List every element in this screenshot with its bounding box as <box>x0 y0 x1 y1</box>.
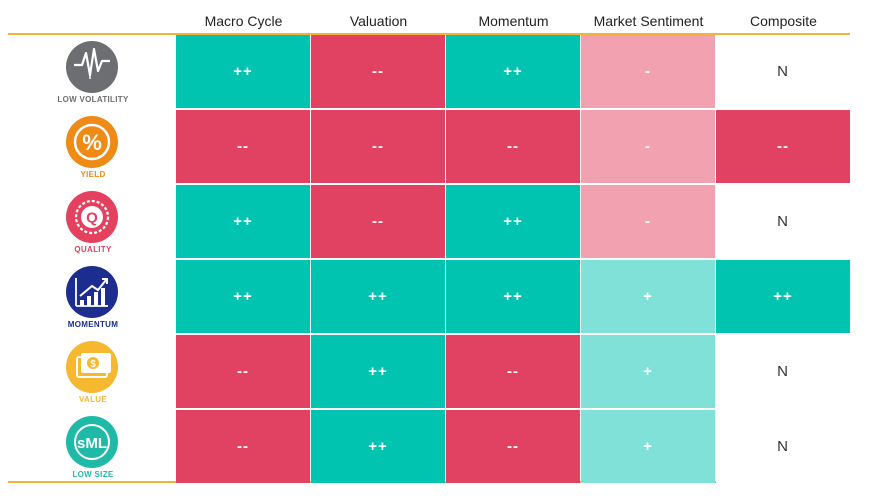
cell-momentum-composite: ++ <box>716 260 850 333</box>
column-header-macro-cycle: Macro Cycle <box>204 13 283 29</box>
factor-low-size: sML LOW SIZE <box>40 410 146 484</box>
cell-low-size-composite: N <box>716 410 850 483</box>
cell-quality-macro-cycle: ++ <box>176 185 310 258</box>
cell-low-volatility-momentum: ++ <box>446 35 580 108</box>
cell-value-composite: N <box>716 335 850 408</box>
cell-yield-valuation: -- <box>311 110 445 183</box>
svg-text:$: $ <box>90 359 96 370</box>
cell-low-volatility-market-sentiment: - <box>581 35 715 108</box>
column-header-composite: Composite <box>750 13 817 29</box>
column-header-market-sentiment: Market Sentiment <box>593 13 704 29</box>
cell-low-size-market-sentiment: + <box>581 410 715 483</box>
cell-yield-market-sentiment: - <box>581 110 715 183</box>
percent-icon: % <box>66 116 118 168</box>
cell-yield-composite: -- <box>716 110 850 183</box>
cell-momentum-momentum: ++ <box>446 260 580 333</box>
factor-label-yield: YIELD <box>80 170 106 179</box>
cell-momentum-market-sentiment: + <box>581 260 715 333</box>
factor-label-momentum: MOMENTUM <box>67 320 119 329</box>
header-divider <box>8 33 850 35</box>
cell-low-size-macro-cycle: -- <box>176 410 310 483</box>
factor-label-low-size: LOW SIZE <box>72 470 114 479</box>
trend-arrow-icon <box>66 266 118 318</box>
factor-label-value: VALUE <box>78 395 108 404</box>
factor-low-volatility: LOW VOLATILITY <box>40 35 146 109</box>
dollar-bill-icon: $ <box>66 341 118 393</box>
factor-label-quality: QUALITY <box>74 245 112 254</box>
factor-value: $ VALUE <box>40 335 146 409</box>
factor-momentum: MOMENTUM <box>40 260 146 334</box>
factor-yield: % YIELD <box>40 110 146 184</box>
cell-low-volatility-valuation: -- <box>311 35 445 108</box>
cell-quality-valuation: -- <box>311 185 445 258</box>
column-header-momentum: Momentum <box>478 13 549 29</box>
cell-yield-momentum: -- <box>446 110 580 183</box>
cell-momentum-valuation: ++ <box>311 260 445 333</box>
cell-low-volatility-macro-cycle: ++ <box>176 35 310 108</box>
svg-text:Q: Q <box>86 210 98 227</box>
factor-quality: Q QUALITY <box>40 185 146 259</box>
svg-text:sML: sML <box>77 435 107 452</box>
volatility-chart-icon <box>66 41 118 93</box>
cell-value-valuation: ++ <box>311 335 445 408</box>
cell-value-momentum: -- <box>446 335 580 408</box>
cell-value-market-sentiment: + <box>581 335 715 408</box>
cell-low-volatility-composite: N <box>716 35 850 108</box>
svg-text:%: % <box>82 130 102 155</box>
factor-label-low-volatility: LOW VOLATILITY <box>57 95 129 104</box>
cell-quality-momentum: ++ <box>446 185 580 258</box>
column-header-valuation: Valuation <box>349 13 408 29</box>
column-header-row: Macro Cycle Valuation Momentum Market Senti… <box>0 0 870 33</box>
cell-yield-macro-cycle: -- <box>176 110 310 183</box>
sml-icon: sML <box>66 416 118 468</box>
quality-badge-icon: Q <box>66 191 118 243</box>
cell-momentum-macro-cycle: ++ <box>176 260 310 333</box>
cell-quality-market-sentiment: - <box>581 185 715 258</box>
cell-quality-composite: N <box>716 185 850 258</box>
cell-low-size-valuation: ++ <box>311 410 445 483</box>
cell-low-size-momentum: -- <box>446 410 580 483</box>
cell-value-macro-cycle: -- <box>176 335 310 408</box>
